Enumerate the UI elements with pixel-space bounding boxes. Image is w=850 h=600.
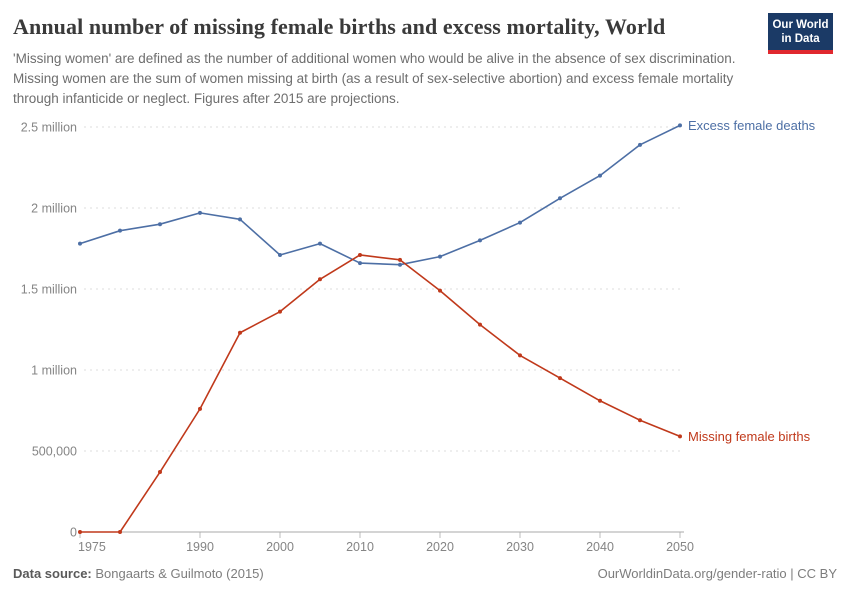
series-point-missing-female-births-2030 <box>518 353 522 358</box>
series-point-excess-female-deaths-2025 <box>478 238 482 243</box>
x-tick-label-2000: 2000 <box>266 540 294 554</box>
series-point-missing-female-births-2005 <box>318 277 322 282</box>
x-tick-label-2040: 2040 <box>586 540 614 554</box>
series-point-excess-female-deaths-2020 <box>438 254 442 259</box>
series-point-excess-female-deaths-2005 <box>318 241 322 246</box>
owid-logo[interactable]: Our World in Data <box>768 13 833 54</box>
series-point-excess-female-deaths-1980 <box>118 228 122 233</box>
series-line-excess-female-deaths <box>79 124 681 266</box>
x-tick-label-1990: 1990 <box>186 540 214 554</box>
series-label-missing-female-births[interactable]: Missing female births <box>688 429 811 444</box>
series-point-missing-female-births-2020 <box>438 288 442 293</box>
series-point-missing-female-births-2015 <box>398 257 402 262</box>
y-tick-label-2: 1 million <box>31 364 77 378</box>
series-line-missing-female-births <box>79 254 681 533</box>
series-point-missing-female-births-1985 <box>158 470 162 475</box>
series-point-excess-female-deaths-2000 <box>278 252 282 257</box>
y-tick-label-1: 500,000 <box>32 445 77 459</box>
series-point-missing-female-births-2035 <box>558 376 562 381</box>
series-point-missing-female-births-1980 <box>118 530 122 534</box>
chart-subtitle: 'Missing women' are defined as the numbe… <box>13 51 736 106</box>
y-tick-label-0: 0 <box>70 526 77 540</box>
series-point-excess-female-deaths-2050 <box>678 123 682 128</box>
data-source-text: Bongaarts & Guilmoto (2015) <box>91 566 264 581</box>
y-tick-label-5: 2.5 million <box>21 121 77 135</box>
y-tick-label-4: 2 million <box>31 202 77 216</box>
x-tick-label-2020: 2020 <box>426 540 454 554</box>
series-point-missing-female-births-1990 <box>198 406 202 411</box>
series-point-missing-female-births-2000 <box>278 309 282 314</box>
series-point-excess-female-deaths-2030 <box>518 220 522 225</box>
x-tick-label-1975: 1975 <box>78 540 106 554</box>
data-source-label: Data source: <box>13 566 92 581</box>
series-point-excess-female-deaths-2035 <box>558 196 562 201</box>
chart-footer: Data source: Bongaarts & Guilmoto (2015)… <box>13 566 837 581</box>
series-label-excess-female-deaths[interactable]: Excess female deaths <box>688 118 816 133</box>
series-point-missing-female-births-2040 <box>598 398 602 403</box>
series-point-missing-female-births-2025 <box>478 322 482 327</box>
series-point-excess-female-deaths-1985 <box>158 222 162 227</box>
owid-cc-link[interactable]: OurWorldinData.org/gender-ratio | CC BY <box>597 566 837 581</box>
chart-title: Annual number of missing female births a… <box>13 14 666 39</box>
series-point-excess-female-deaths-1995 <box>238 217 242 222</box>
series-point-missing-female-births-2050 <box>678 434 682 439</box>
series-point-excess-female-deaths-2040 <box>598 173 602 178</box>
x-tick-label-2050: 2050 <box>666 540 694 554</box>
series-point-excess-female-deaths-2010 <box>358 261 362 266</box>
owid-logo-line2: in Data <box>781 33 820 45</box>
owid-logo-line1: Our World <box>772 19 829 31</box>
series-point-excess-female-deaths-2015 <box>398 262 402 267</box>
x-tick-label-2010: 2010 <box>346 540 374 554</box>
series-point-excess-female-deaths-1975 <box>78 241 82 246</box>
x-tick-label-2030: 2030 <box>506 540 534 554</box>
y-tick-label-3: 1.5 million <box>21 283 77 297</box>
series-point-missing-female-births-2045 <box>638 418 642 423</box>
data-source: Data source: Bongaarts & Guilmoto (2015) <box>13 566 264 581</box>
owid-logo-box: Our World in Data <box>768 13 833 54</box>
series-point-missing-female-births-1975 <box>78 530 82 534</box>
series-point-missing-female-births-2010 <box>358 252 362 257</box>
series-point-missing-female-births-1995 <box>238 330 242 335</box>
series-point-excess-female-deaths-2045 <box>638 142 642 147</box>
series-point-excess-female-deaths-1990 <box>198 210 202 215</box>
